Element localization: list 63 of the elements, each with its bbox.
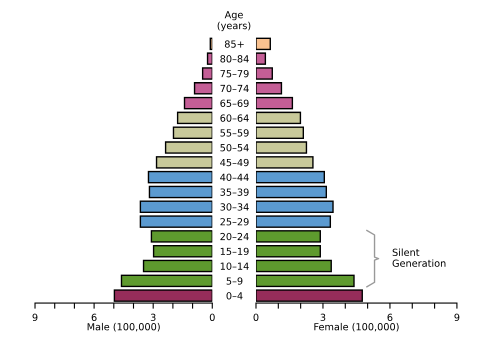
bar xyxy=(152,244,212,258)
bar xyxy=(172,126,212,139)
bar xyxy=(256,126,304,139)
y-tick-label: 70–74 xyxy=(220,84,249,92)
bar xyxy=(256,67,273,80)
y-tick-label: 30–34 xyxy=(220,203,249,211)
x-tick-label: 0 xyxy=(210,314,215,322)
bar xyxy=(256,186,328,198)
bar xyxy=(184,96,212,110)
x-tick-label: 3 xyxy=(150,314,156,322)
bar xyxy=(206,52,212,65)
bar xyxy=(150,230,212,243)
y-tick-label: 25–29 xyxy=(220,218,249,226)
y-tick-label: 80–84 xyxy=(220,55,249,63)
bar xyxy=(256,230,321,243)
x-axis-title: Male (100,000) xyxy=(88,322,160,332)
bar xyxy=(142,260,212,272)
bar xyxy=(164,141,212,154)
bar xyxy=(256,215,332,228)
bar xyxy=(256,260,332,272)
bar xyxy=(140,200,212,214)
bar xyxy=(176,112,212,124)
bar xyxy=(256,274,355,288)
y-tick-label: 75–79 xyxy=(220,70,249,78)
y-tick-label: 10–14 xyxy=(220,262,249,270)
y-tick-label: 15–19 xyxy=(220,248,249,256)
x-tick-label: 3 xyxy=(320,314,326,322)
y-tick-label: 50–54 xyxy=(220,144,249,152)
y-tick-label: 55–59 xyxy=(220,129,249,137)
bar xyxy=(256,96,294,110)
bar xyxy=(148,186,212,198)
bar xyxy=(256,141,308,154)
x-tick-label: 0 xyxy=(254,314,258,322)
y-tick-label: 5–9 xyxy=(226,277,242,285)
x-axis-title: Female (100,000) xyxy=(314,322,399,332)
bar xyxy=(256,52,266,65)
bar xyxy=(256,200,334,214)
y-tick-label: 20–24 xyxy=(220,232,249,240)
annotation: Silent Generation xyxy=(392,248,446,267)
x-tick-label: 9 xyxy=(454,314,460,322)
bar xyxy=(156,156,212,169)
y-tick-label: 65–69 xyxy=(220,100,249,107)
bar xyxy=(148,170,212,184)
bar xyxy=(256,112,302,124)
bar xyxy=(140,215,212,228)
bar xyxy=(256,244,321,258)
y-tick-label: 45–49 xyxy=(220,158,249,166)
x-tick-label: 6 xyxy=(388,314,392,322)
bar xyxy=(202,67,212,80)
x-tick-label: 6 xyxy=(92,314,97,322)
bar xyxy=(120,274,212,288)
bar xyxy=(194,82,212,95)
bar xyxy=(256,82,282,95)
bar xyxy=(256,38,271,50)
y-tick-label: 35–39 xyxy=(220,188,249,196)
bar xyxy=(256,156,314,169)
y-tick-label: 60–64 xyxy=(220,114,249,122)
x-tick-label: 9 xyxy=(32,314,38,322)
y-tick-label: 85+ xyxy=(224,40,244,48)
y-tick-label: 0–4 xyxy=(226,292,243,300)
bar xyxy=(256,170,325,184)
y-tick-label: 40–44 xyxy=(220,174,249,181)
y-axis-title: Age (years) xyxy=(218,11,250,32)
